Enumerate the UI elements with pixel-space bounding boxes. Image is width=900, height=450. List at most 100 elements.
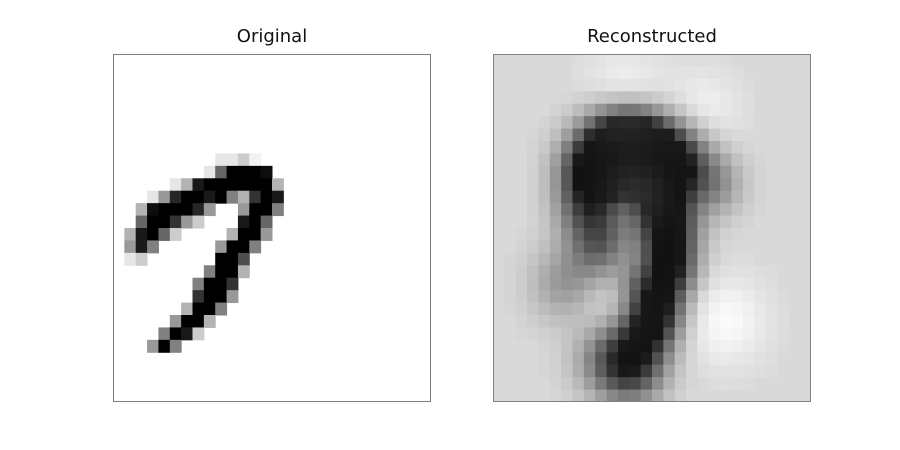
reconstructed-pixel (595, 352, 608, 366)
reconstructed-pixel (617, 91, 630, 105)
original-pixel (181, 315, 193, 328)
reconstructed-pixel (720, 277, 732, 291)
reconstructed-pixel (606, 252, 619, 266)
reconstructed-pixel (527, 265, 539, 279)
original-pixel (260, 215, 273, 229)
original-pixel (226, 178, 239, 192)
reconstructed-pixel (629, 302, 642, 316)
reconstructed-pixel (742, 315, 755, 328)
original-pixel (203, 178, 216, 192)
reconstructed-pixel (708, 339, 721, 353)
original-pixel (272, 203, 284, 217)
reconstructed-pixel (640, 389, 653, 402)
reconstructed-pixel (538, 141, 551, 154)
reconstructed-pixel (742, 339, 755, 353)
reconstructed-pixel (708, 352, 721, 366)
reconstructed-pixel (640, 190, 653, 204)
original-pixel (226, 277, 239, 291)
reconstructed-pixel (674, 66, 687, 80)
reconstructed-pixel (561, 265, 573, 279)
original-pixel (272, 178, 284, 192)
reconstructed-pixel (538, 290, 551, 304)
reconstructed-pixel (663, 352, 676, 366)
reconstructed-pixel (674, 315, 687, 328)
reconstructed-pixel (527, 165, 539, 179)
reconstructed-pixel (697, 228, 710, 241)
reconstructed-pixel (674, 128, 687, 142)
reconstructed-pixel (549, 377, 562, 391)
reconstructed-pixel (549, 327, 562, 341)
reconstructed-pixel (674, 352, 687, 366)
reconstructed-pixel (606, 290, 619, 304)
reconstructed-pixel (742, 215, 755, 229)
reconstructed-pixel (617, 54, 630, 67)
reconstructed-pixel (606, 352, 619, 366)
reconstructed-pixel (629, 339, 642, 353)
reconstructed-pixel (742, 265, 755, 279)
original-pixel (124, 228, 137, 241)
reconstructed-pixel (629, 228, 642, 241)
reconstructed-pixel (742, 364, 755, 378)
original-pixel (181, 327, 193, 341)
reconstructed-pixel (572, 327, 585, 341)
reconstructed-pixel (765, 302, 778, 316)
reconstructed-pixel (697, 66, 710, 80)
reconstructed-pixel (538, 116, 551, 130)
reconstructed-pixel (652, 203, 664, 217)
reconstructed-pixel (538, 203, 551, 217)
original-pixel (237, 178, 250, 192)
reconstructed-pixel (606, 277, 619, 291)
reconstructed-pixel (572, 315, 585, 328)
reconstructed-pixel (549, 128, 562, 142)
reconstructed-pixel (617, 377, 630, 391)
reconstructed-pixel (617, 327, 630, 341)
reconstructed-pixel (617, 339, 630, 353)
reconstructed-pixel (720, 103, 732, 117)
reconstructed-pixel (663, 277, 676, 291)
reconstructed-pixel (686, 66, 698, 80)
reconstructed-pixel (652, 116, 664, 130)
reconstructed-pixel (674, 103, 687, 117)
reconstructed-pixel (754, 277, 767, 291)
reconstructed-pixel (686, 327, 698, 341)
reconstructed-pixel (652, 364, 664, 378)
reconstructed-pixel (652, 377, 664, 391)
reconstructed-pixel (674, 228, 687, 241)
reconstructed-pixel (640, 54, 653, 67)
reconstructed-pixel (606, 116, 619, 130)
original-pixel (249, 203, 262, 217)
reconstructed-pixel (708, 54, 721, 67)
reconstructed-pixel (549, 302, 562, 316)
reconstructed-pixel (595, 327, 608, 341)
reconstructed-pixel (606, 265, 619, 279)
reconstructed-pixel (731, 352, 744, 366)
reconstructed-pixel (652, 91, 664, 105)
reconstructed-pixel (686, 302, 698, 316)
reconstructed-pixel (538, 128, 551, 142)
reconstructed-pixel (583, 240, 596, 254)
reconstructed-pixel (720, 302, 732, 316)
reconstructed-pixel (720, 364, 732, 378)
reconstructed-pixel (731, 302, 744, 316)
reconstructed-pixel (617, 315, 630, 328)
reconstructed-pixel (652, 389, 664, 402)
reconstructed-pixel (561, 91, 573, 105)
reconstructed-pixel (686, 377, 698, 391)
reconstructed-pixel (731, 91, 744, 105)
reconstructed-pixel (640, 116, 653, 130)
original-pixel (158, 339, 171, 353)
reconstructed-pixel (606, 153, 619, 167)
reconstructed-pixel (708, 178, 721, 192)
reconstructed-pixel (652, 141, 664, 154)
reconstructed-pixel (572, 116, 585, 130)
reconstructed-pixel (549, 277, 562, 291)
reconstructed-pixel (515, 302, 528, 316)
reconstructed-pixel (663, 364, 676, 378)
reconstructed-pixel (674, 377, 687, 391)
original-pixel (124, 240, 137, 254)
reconstructed-pixel (606, 240, 619, 254)
reconstructed-pixel (583, 228, 596, 241)
reconstructed-pixel (595, 103, 608, 117)
reconstructed-pixel (572, 352, 585, 366)
reconstructed-frame (493, 54, 811, 402)
